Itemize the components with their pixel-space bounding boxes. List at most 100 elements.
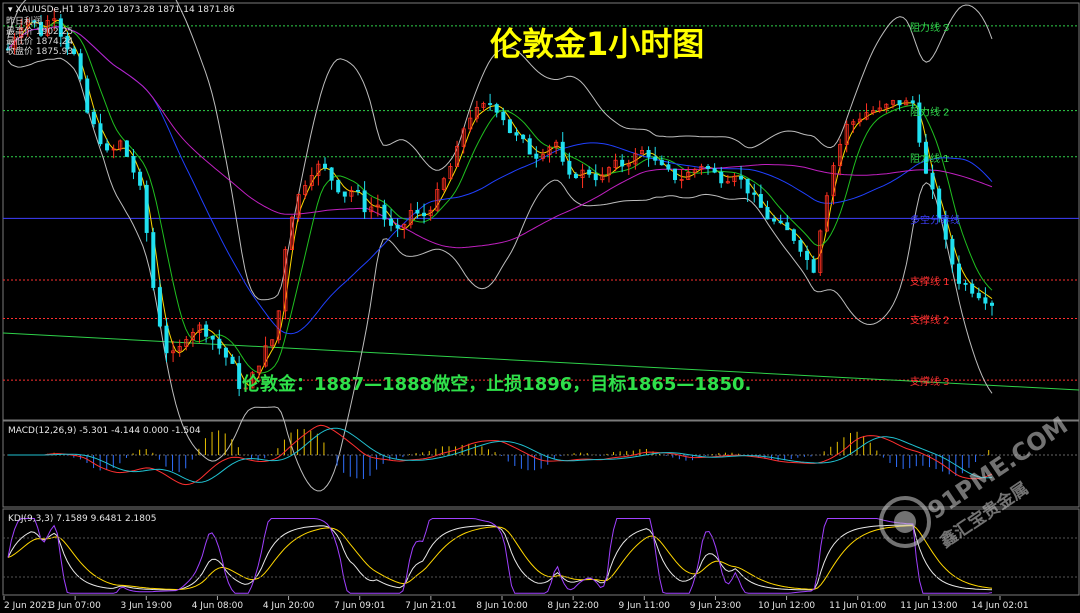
candle [210, 335, 215, 350]
candle [620, 154, 625, 173]
kdj-line [7, 525, 993, 590]
candle [91, 108, 96, 128]
moving-average-line [7, 26, 993, 335]
lower-band [7, 57, 993, 492]
x-tick-label: 10 Jun 12:00 [758, 601, 815, 611]
candle [639, 146, 644, 155]
candle [276, 310, 281, 344]
candle [422, 203, 427, 224]
candle [890, 99, 895, 109]
candle [778, 214, 783, 225]
candle [52, 8, 57, 31]
candle [712, 163, 717, 174]
info-line: 最高价 1902.25 [6, 25, 73, 37]
candle [745, 178, 750, 203]
candle [732, 172, 737, 187]
candle [706, 164, 711, 175]
candles [6, 8, 995, 397]
candle [289, 215, 294, 250]
candle [659, 155, 664, 166]
candle [917, 94, 922, 147]
x-tick-label: 2 Jun 2021 [4, 601, 52, 611]
candle [613, 153, 618, 172]
candle [45, 15, 50, 38]
candle [692, 167, 697, 178]
candle [534, 146, 539, 168]
candle [626, 159, 631, 175]
x-tick-label: 9 Jun 23:00 [690, 601, 742, 611]
kdj-line [7, 518, 993, 594]
candle [540, 148, 545, 162]
candle [844, 120, 849, 153]
candle [970, 279, 975, 298]
candle [990, 300, 995, 316]
macd-label: MACD(12,26,9) -5.301 -4.144 0.000 -1.504 [8, 426, 201, 436]
candle [118, 139, 123, 152]
candle [263, 336, 268, 368]
candle [943, 210, 948, 249]
candle [904, 97, 909, 106]
candle [871, 106, 876, 116]
info-line: 收盘价 1875.93 [6, 45, 73, 57]
candle [408, 203, 413, 229]
candle [963, 279, 968, 291]
candle [316, 160, 321, 186]
candle [342, 191, 347, 203]
x-tick-label: 3 Jun 19:00 [121, 601, 173, 611]
candle [25, 17, 30, 37]
candle [39, 15, 44, 38]
candle [230, 354, 235, 364]
candle [217, 329, 222, 355]
candle [369, 197, 374, 220]
candle [78, 48, 83, 82]
candle [6, 42, 11, 51]
candle [474, 100, 479, 123]
candle [111, 144, 116, 159]
candle [580, 163, 585, 189]
candle [105, 138, 110, 153]
candle [184, 336, 189, 351]
candle [12, 32, 17, 55]
candle [897, 100, 902, 110]
candle [950, 235, 955, 273]
candle [488, 93, 493, 111]
candle [527, 134, 532, 155]
candle [573, 171, 578, 180]
level-label: 阻力线 1 [910, 152, 950, 165]
candle [441, 176, 446, 192]
candle [144, 180, 149, 242]
x-tick-label: 8 Jun 10:00 [476, 601, 528, 611]
candle [336, 179, 341, 194]
candle [824, 192, 829, 233]
candle [494, 102, 499, 118]
candle [514, 127, 519, 142]
candle [772, 214, 777, 225]
x-tick-label: 9 Jun 11:00 [619, 601, 671, 611]
trade-note: 伦敦金：1887—1888做空，止损1896，目标1865—1850. [242, 373, 751, 395]
kdj-lines [3, 518, 1079, 594]
candle [177, 339, 182, 357]
candle [197, 322, 202, 343]
level-label: 支撑线 2 [910, 314, 950, 327]
candle [758, 184, 763, 208]
candle [587, 166, 592, 178]
candle [877, 100, 882, 113]
candle [415, 201, 420, 219]
kdj-line [7, 524, 993, 591]
x-tick-label: 11 Jun 13:00 [900, 601, 957, 611]
watermark: 91PME.COM 鑫汇宝贵金属 [879, 411, 1073, 553]
info-line: 昨日利润 [6, 15, 42, 27]
candle [356, 184, 361, 196]
candle [501, 107, 506, 126]
trendline [2, 332, 1080, 391]
info-line: 最低价 1874.24 [6, 35, 73, 47]
candle [256, 365, 261, 379]
candle [171, 340, 176, 363]
candle [395, 218, 400, 238]
kdj-label: KDJ(9,3,3) 7.1589 9.6481 2.1805 [8, 514, 156, 524]
candle [329, 167, 334, 190]
candle [204, 321, 209, 343]
candle [679, 168, 684, 189]
